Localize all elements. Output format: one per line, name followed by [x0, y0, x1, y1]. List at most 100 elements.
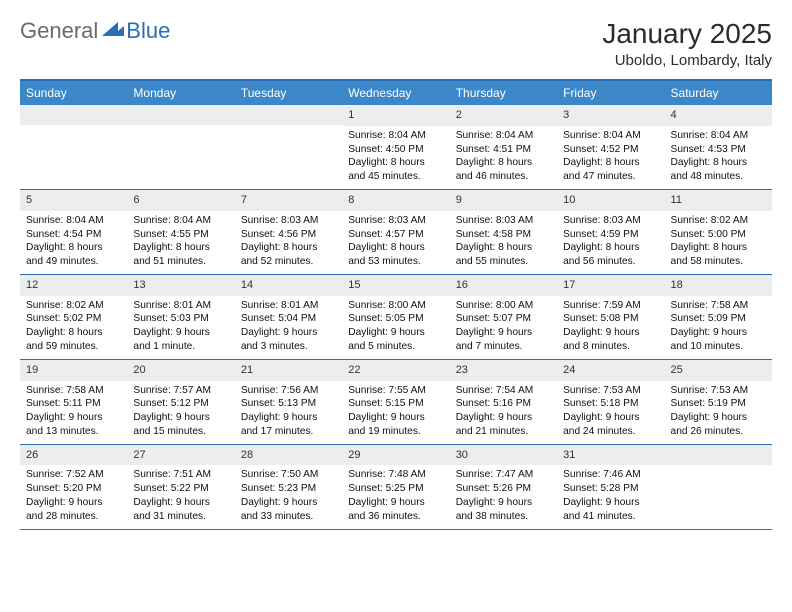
day-line: Sunset: 5:03 PM — [133, 312, 228, 326]
day-number: 7 — [235, 190, 342, 211]
day-line: and 10 minutes. — [671, 340, 766, 354]
day-details: Sunrise: 7:47 AMSunset: 5:26 PMDaylight:… — [450, 465, 557, 528]
day-line: and 55 minutes. — [456, 255, 551, 269]
day-line: Sunrise: 8:02 AM — [671, 214, 766, 228]
day-line: Sunrise: 8:00 AM — [456, 299, 551, 313]
calendar-cell: 27Sunrise: 7:51 AMSunset: 5:22 PMDayligh… — [127, 445, 234, 529]
day-line: Sunrise: 8:00 AM — [348, 299, 443, 313]
day-line: and 58 minutes. — [671, 255, 766, 269]
day-number: 30 — [450, 445, 557, 466]
day-number: 29 — [342, 445, 449, 466]
day-line: Sunrise: 7:53 AM — [563, 384, 658, 398]
day-line: Sunset: 5:00 PM — [671, 228, 766, 242]
weekday-header: Sunday — [20, 81, 127, 105]
day-line: Sunset: 5:28 PM — [563, 482, 658, 496]
day-line: Daylight: 9 hours — [133, 326, 228, 340]
day-line: Sunrise: 8:04 AM — [671, 129, 766, 143]
day-details: Sunrise: 7:56 AMSunset: 5:13 PMDaylight:… — [235, 381, 342, 444]
calendar-cell: 30Sunrise: 7:47 AMSunset: 5:26 PMDayligh… — [450, 445, 557, 529]
day-number: 17 — [557, 275, 664, 296]
day-line: Sunrise: 8:03 AM — [241, 214, 336, 228]
day-line: Sunset: 5:13 PM — [241, 397, 336, 411]
day-line: Sunset: 4:57 PM — [348, 228, 443, 242]
day-number — [127, 105, 234, 125]
day-details: Sunrise: 7:53 AMSunset: 5:19 PMDaylight:… — [665, 381, 772, 444]
day-number — [665, 445, 772, 465]
day-details: Sunrise: 8:03 AMSunset: 4:56 PMDaylight:… — [235, 211, 342, 274]
day-line: Sunrise: 8:04 AM — [133, 214, 228, 228]
day-number: 15 — [342, 275, 449, 296]
day-number: 25 — [665, 360, 772, 381]
day-number: 9 — [450, 190, 557, 211]
weekday-header: Monday — [127, 81, 234, 105]
day-number: 6 — [127, 190, 234, 211]
day-line: Daylight: 9 hours — [348, 411, 443, 425]
day-number: 12 — [20, 275, 127, 296]
day-line: Daylight: 8 hours — [563, 156, 658, 170]
calendar-cell: 25Sunrise: 7:53 AMSunset: 5:19 PMDayligh… — [665, 360, 772, 444]
calendar-cell: 28Sunrise: 7:50 AMSunset: 5:23 PMDayligh… — [235, 445, 342, 529]
logo-text-blue: Blue — [126, 18, 170, 44]
day-line: Daylight: 8 hours — [348, 241, 443, 255]
title-block: January 2025 Uboldo, Lombardy, Italy — [602, 18, 772, 69]
day-number: 28 — [235, 445, 342, 466]
day-number: 10 — [557, 190, 664, 211]
day-number: 11 — [665, 190, 772, 211]
day-line: Sunrise: 7:59 AM — [563, 299, 658, 313]
calendar: SundayMondayTuesdayWednesdayThursdayFrid… — [20, 79, 772, 530]
calendar-week: 5Sunrise: 8:04 AMSunset: 4:54 PMDaylight… — [20, 190, 772, 275]
day-line: Daylight: 8 hours — [26, 241, 121, 255]
day-details: Sunrise: 8:00 AMSunset: 5:07 PMDaylight:… — [450, 296, 557, 359]
day-number: 1 — [342, 105, 449, 126]
day-line: Daylight: 9 hours — [133, 411, 228, 425]
logo: General Blue — [20, 18, 170, 44]
calendar-cell: 15Sunrise: 8:00 AMSunset: 5:05 PMDayligh… — [342, 275, 449, 359]
day-line: Sunrise: 7:53 AM — [671, 384, 766, 398]
day-line: Sunset: 5:22 PM — [133, 482, 228, 496]
calendar-cell: 4Sunrise: 8:04 AMSunset: 4:53 PMDaylight… — [665, 105, 772, 189]
day-line: Daylight: 8 hours — [348, 156, 443, 170]
calendar-cell: 14Sunrise: 8:01 AMSunset: 5:04 PMDayligh… — [235, 275, 342, 359]
day-number: 8 — [342, 190, 449, 211]
day-line: Sunset: 5:20 PM — [26, 482, 121, 496]
day-line: Sunset: 5:25 PM — [348, 482, 443, 496]
day-line: and 51 minutes. — [133, 255, 228, 269]
calendar-cell: 16Sunrise: 8:00 AMSunset: 5:07 PMDayligh… — [450, 275, 557, 359]
day-number: 31 — [557, 445, 664, 466]
day-line: and 17 minutes. — [241, 425, 336, 439]
day-line: Daylight: 9 hours — [348, 326, 443, 340]
day-line: Sunset: 4:53 PM — [671, 143, 766, 157]
day-details: Sunrise: 8:04 AMSunset: 4:51 PMDaylight:… — [450, 126, 557, 189]
day-number: 19 — [20, 360, 127, 381]
day-line: Daylight: 8 hours — [26, 326, 121, 340]
day-details: Sunrise: 8:01 AMSunset: 5:03 PMDaylight:… — [127, 296, 234, 359]
calendar-cell — [235, 105, 342, 189]
day-line: and 47 minutes. — [563, 170, 658, 184]
day-line: Daylight: 9 hours — [456, 326, 551, 340]
day-line: and 46 minutes. — [456, 170, 551, 184]
day-line: Sunrise: 8:04 AM — [456, 129, 551, 143]
day-line: Sunset: 5:08 PM — [563, 312, 658, 326]
day-line: Sunset: 4:58 PM — [456, 228, 551, 242]
location-text: Uboldo, Lombardy, Italy — [602, 52, 772, 69]
day-line: Daylight: 9 hours — [348, 496, 443, 510]
day-line: Sunset: 4:50 PM — [348, 143, 443, 157]
day-line: Sunset: 4:51 PM — [456, 143, 551, 157]
day-line: Sunrise: 7:58 AM — [26, 384, 121, 398]
day-line: and 19 minutes. — [348, 425, 443, 439]
day-line: and 3 minutes. — [241, 340, 336, 354]
calendar-cell: 13Sunrise: 8:01 AMSunset: 5:03 PMDayligh… — [127, 275, 234, 359]
day-line: Daylight: 9 hours — [671, 411, 766, 425]
calendar-cell: 7Sunrise: 8:03 AMSunset: 4:56 PMDaylight… — [235, 190, 342, 274]
day-line: and 15 minutes. — [133, 425, 228, 439]
weekday-header: Thursday — [450, 81, 557, 105]
day-details: Sunrise: 8:01 AMSunset: 5:04 PMDaylight:… — [235, 296, 342, 359]
day-line: Sunrise: 8:03 AM — [348, 214, 443, 228]
calendar-week: 12Sunrise: 8:02 AMSunset: 5:02 PMDayligh… — [20, 275, 772, 360]
calendar-cell: 23Sunrise: 7:54 AMSunset: 5:16 PMDayligh… — [450, 360, 557, 444]
day-details: Sunrise: 8:02 AMSunset: 5:00 PMDaylight:… — [665, 211, 772, 274]
day-details: Sunrise: 8:00 AMSunset: 5:05 PMDaylight:… — [342, 296, 449, 359]
day-details: Sunrise: 8:04 AMSunset: 4:50 PMDaylight:… — [342, 126, 449, 189]
calendar-cell — [127, 105, 234, 189]
day-line: Sunrise: 7:52 AM — [26, 468, 121, 482]
